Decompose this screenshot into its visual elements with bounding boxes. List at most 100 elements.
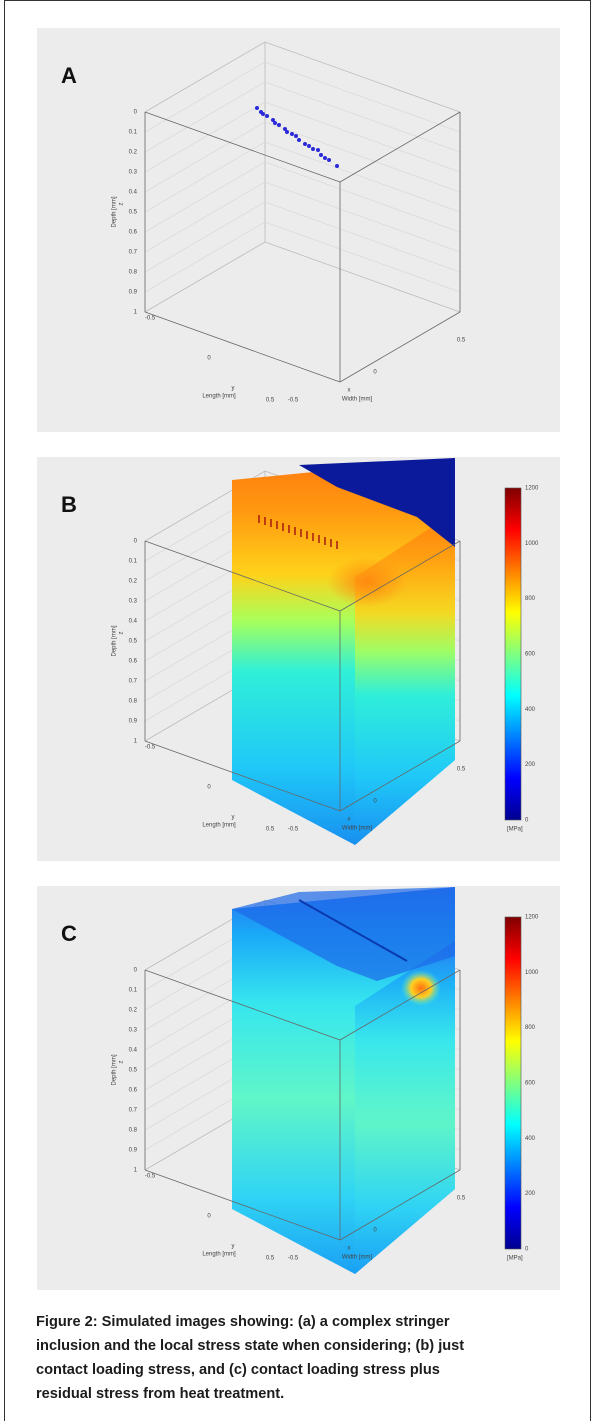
inclusion-point xyxy=(261,112,265,116)
caption-line: Figure 2: Simulated images showing: (a) … xyxy=(36,1314,450,1330)
x-axis-title: Width [mm] xyxy=(342,397,373,403)
z-tick-label: 0.5 xyxy=(129,1068,138,1074)
box-edge xyxy=(144,969,341,1041)
box-edge xyxy=(144,1169,341,1241)
colorbar-tick-label: 600 xyxy=(525,1081,536,1087)
inclusion-point xyxy=(271,118,275,122)
inclusion-point xyxy=(307,144,311,148)
stress-block-top xyxy=(299,458,455,547)
colorbar xyxy=(504,916,522,1250)
colorbar-unit: [MPa] xyxy=(507,827,523,833)
z-tick-label: 0.1 xyxy=(129,559,138,565)
box-edge xyxy=(144,740,341,812)
wall-grid xyxy=(264,181,461,253)
y-tick-label: 0.5 xyxy=(266,1256,275,1262)
z-tick-label: 1 xyxy=(134,310,138,316)
z-tick-label: 0.7 xyxy=(129,1108,138,1114)
x-axis-letter: x xyxy=(348,1246,351,1252)
y-tick-label: 0.5 xyxy=(266,827,275,833)
box-edge xyxy=(339,740,461,812)
wall-grid xyxy=(144,181,266,253)
wall-grid xyxy=(144,141,266,213)
colorbar-tick-label: 600 xyxy=(525,652,536,658)
colorbar-tick-label: 0 xyxy=(525,818,529,824)
z-axis-title: Depth [mm] xyxy=(112,1054,118,1085)
stress-block-side xyxy=(355,941,455,1274)
x-tick-label: 0 xyxy=(373,1228,377,1234)
inclusion-point xyxy=(303,142,307,146)
box-edge xyxy=(264,41,461,113)
z-tick-label: 0.2 xyxy=(129,150,138,156)
z-tick-label: 0.8 xyxy=(129,1128,138,1134)
y-tick-label: -0.5 xyxy=(145,1174,156,1180)
wall-grid xyxy=(144,81,266,153)
wall-grid xyxy=(264,81,461,153)
wall-grid xyxy=(264,141,461,213)
inclusion-point xyxy=(273,121,277,125)
x-tick-label: 0.5 xyxy=(457,767,466,773)
box-edge xyxy=(144,540,341,612)
wall-grid xyxy=(264,61,461,133)
box-edge xyxy=(144,41,266,113)
z-tick-label: 0 xyxy=(134,539,138,545)
box-edge xyxy=(339,969,461,1041)
y-axis-letter: y xyxy=(232,386,235,392)
z-tick-label: 0.3 xyxy=(129,1028,138,1034)
z-tick-label: 0.3 xyxy=(129,599,138,605)
box-edge xyxy=(144,241,266,313)
figure-frame xyxy=(4,0,591,1421)
box-edge xyxy=(264,241,461,313)
z-tick-label: 1 xyxy=(134,1168,138,1174)
z-axis-letter: z xyxy=(119,1061,125,1064)
inclusion-point xyxy=(255,106,259,110)
z-tick-label: 0.1 xyxy=(129,988,138,994)
z-tick-label: 0.4 xyxy=(129,190,138,196)
colorbar-tick-label: 200 xyxy=(525,1191,536,1197)
box-edge xyxy=(339,540,461,612)
z-axis-title: Depth [mm] xyxy=(112,196,118,227)
x-tick-label: 0.5 xyxy=(457,1196,466,1202)
wall-grid xyxy=(144,201,266,273)
inclusion-point xyxy=(283,127,287,131)
ridge xyxy=(298,899,408,962)
panel-label: A xyxy=(61,63,77,88)
box-edge xyxy=(339,111,461,183)
caption-line: residual stress from heat treatment. xyxy=(36,1386,284,1402)
x-axis-letter: x xyxy=(348,817,351,823)
colorbar-tick-label: 200 xyxy=(525,762,536,768)
z-tick-label: 0.9 xyxy=(129,1148,138,1154)
inclusion-point xyxy=(311,147,315,151)
z-axis-title: Depth [mm] xyxy=(112,625,118,656)
wall-grid xyxy=(144,221,266,293)
inclusion-point xyxy=(316,148,320,152)
colorbar-tick-label: 800 xyxy=(525,596,536,602)
z-tick-label: 0.7 xyxy=(129,679,138,685)
panel: 120010008006004002000[MPa]00.10.20.30.40… xyxy=(37,457,560,861)
panel: 120010008006004002000[MPa]00.10.20.30.40… xyxy=(37,886,560,1290)
z-tick-label: 0.4 xyxy=(129,619,138,625)
y-tick-label: 0 xyxy=(207,785,211,791)
colorbar-tick-label: 400 xyxy=(525,707,536,713)
inclusion-point xyxy=(290,132,294,136)
wall-grid xyxy=(264,161,461,233)
y-axis-title: Length [mm] xyxy=(202,823,236,829)
inclusion-point xyxy=(335,164,339,168)
wall-grid xyxy=(264,101,461,173)
wall-grid xyxy=(264,221,461,293)
y-tick-label: -0.5 xyxy=(145,745,156,751)
z-tick-label: 0.6 xyxy=(129,659,138,665)
z-tick-label: 0.8 xyxy=(129,699,138,705)
panel-background xyxy=(37,28,560,432)
y-tick-label: 0.5 xyxy=(266,398,275,404)
colorbar xyxy=(504,487,522,821)
y-axis-title: Length [mm] xyxy=(202,1252,236,1258)
y-tick-label: 0 xyxy=(207,1214,211,1220)
inclusion-point xyxy=(294,134,298,138)
z-axis-letter: z xyxy=(119,632,125,635)
wall-grid xyxy=(144,121,266,193)
inclusion-point xyxy=(285,130,289,134)
colorbar-tick-label: 1000 xyxy=(525,541,539,547)
